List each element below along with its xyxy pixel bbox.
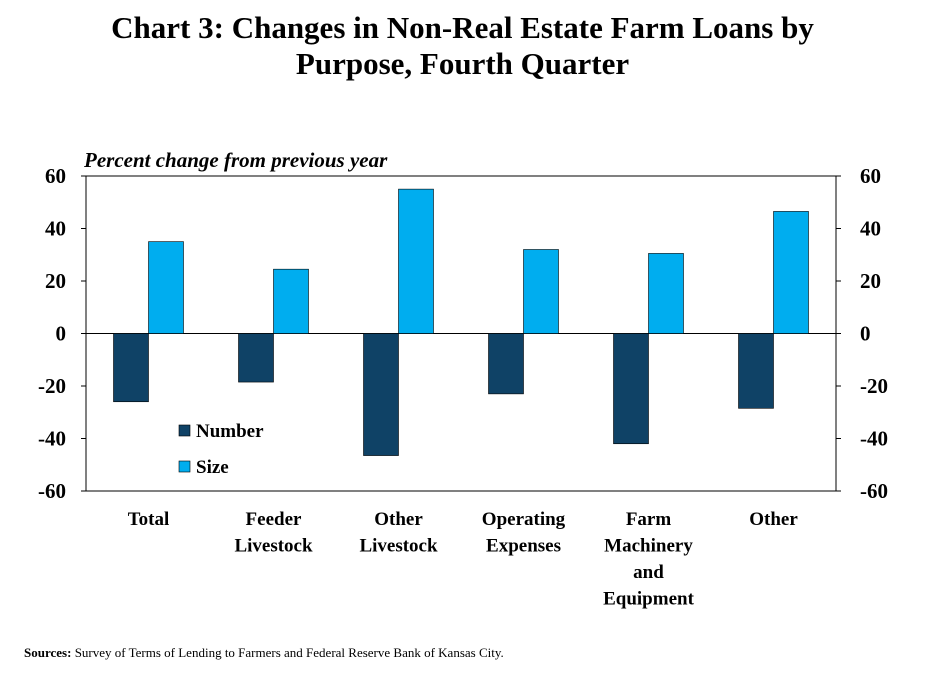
x-category-label-line: Total — [128, 509, 170, 530]
legend: Number Size — [178, 421, 264, 478]
legend-label-size: Size — [196, 457, 229, 478]
x-category-label-line: Machinery — [604, 536, 693, 557]
x-category-label-line: Operating — [482, 509, 566, 530]
footnote: Sources: Survey of Terms of Lending to F… — [24, 645, 504, 661]
y-tick-label-right: 20 — [860, 269, 881, 293]
x-category-label-line: Other — [374, 509, 423, 530]
y-tick-label-right: 0 — [860, 322, 871, 346]
chart-title-line-2: Purpose, Fourth Quarter — [295, 46, 630, 81]
y-axis-label: Percent change from previous year — [83, 148, 388, 172]
y-tick-label-left: -60 — [38, 479, 66, 503]
chart-title-line-1: Chart 3: Changes in Non-Real Estate Farm… — [111, 10, 814, 45]
x-axis-labels: Total Feeder Livestock Other Livestock Operat… — [128, 509, 799, 610]
x-category-label-line: Livestock — [359, 536, 438, 557]
y-tick-label-left: 40 — [45, 217, 66, 241]
y-tick-label-left: 20 — [45, 269, 66, 293]
x-category-label-line: and — [633, 562, 664, 583]
x-category-label-line: Equipment — [603, 589, 694, 610]
y-tick-label-left: -20 — [38, 374, 66, 398]
bar-number-5 — [738, 333, 774, 409]
x-category-label-line: Other — [749, 509, 798, 530]
y-axis-ticks: 60 60 40 40 20 20 0 0 -20 -20 -40 -40 -60 -60 — [38, 164, 888, 503]
footnote-label: Sources: — [24, 645, 72, 660]
chart-title: Chart 3: Changes in Non-Real Estate Farm… — [0, 10, 925, 82]
bar-number-0 — [113, 333, 149, 403]
y-tick-label-right: -40 — [860, 427, 888, 451]
x-category-label-line: Expenses — [486, 536, 561, 557]
y-tick-label-right: -60 — [860, 479, 888, 503]
legend-label-number: Number — [196, 421, 264, 442]
x-category-label-line: Feeder — [246, 509, 302, 530]
bar-number-2 — [363, 333, 399, 456]
x-category-label: Total — [128, 509, 170, 530]
bar-number-1 — [238, 333, 274, 383]
y-tick-label-right: -20 — [860, 374, 888, 398]
footnote-text: Survey of Terms of Lending to Farmers an… — [74, 645, 504, 660]
bar-chart: Percent change from previous year 60 60 40… — [38, 148, 888, 610]
bar-size-1 — [273, 268, 309, 334]
x-category-label-line: Farm — [626, 509, 672, 530]
bar-number-4 — [613, 333, 649, 445]
legend-swatch-size — [178, 460, 191, 473]
x-category-label: Farm Machinery and Equipment — [603, 509, 694, 610]
x-category-label: Other Livestock — [359, 509, 438, 557]
x-category-label-line: Livestock — [234, 536, 313, 557]
legend-swatch-number — [178, 424, 191, 437]
bar-size-2 — [398, 188, 434, 334]
y-tick-label-right: 60 — [860, 164, 881, 188]
y-tick-label-left: 0 — [56, 322, 67, 346]
bar-size-5 — [773, 211, 809, 334]
y-tick-label-left: 60 — [45, 164, 66, 188]
x-category-label: Operating Expenses — [482, 509, 566, 557]
bars-group — [113, 188, 809, 456]
x-category-label: Other — [749, 509, 798, 530]
bar-size-4 — [648, 253, 684, 334]
bar-size-0 — [148, 241, 184, 334]
y-tick-label-right: 40 — [860, 217, 881, 241]
x-category-label: Feeder Livestock — [234, 509, 313, 557]
bar-number-3 — [488, 333, 524, 395]
y-tick-label-left: -40 — [38, 427, 66, 451]
bar-size-3 — [523, 249, 559, 334]
